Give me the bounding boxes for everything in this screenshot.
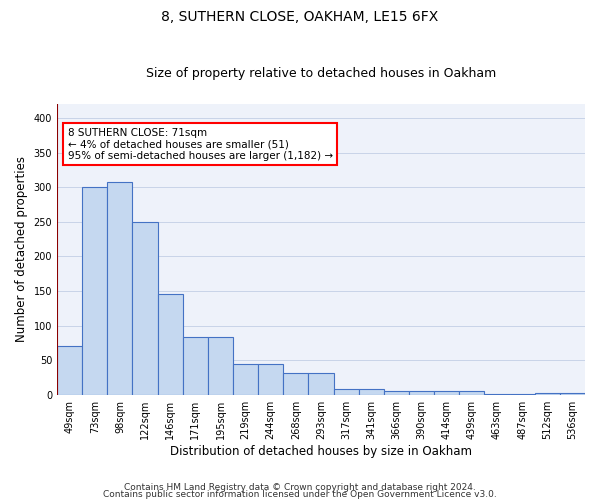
Bar — [334, 389, 359, 394]
Bar — [133, 222, 158, 394]
Text: Contains public sector information licensed under the Open Government Licence v3: Contains public sector information licen… — [103, 490, 497, 499]
Bar — [384, 392, 409, 394]
Bar — [283, 372, 308, 394]
Text: 8 SUTHERN CLOSE: 71sqm
← 4% of detached houses are smaller (51)
95% of semi-deta: 8 SUTHERN CLOSE: 71sqm ← 4% of detached … — [68, 128, 333, 160]
Bar — [258, 364, 283, 394]
Bar — [434, 392, 459, 394]
Bar — [158, 294, 183, 394]
Bar — [208, 338, 233, 394]
Text: 8, SUTHERN CLOSE, OAKHAM, LE15 6FX: 8, SUTHERN CLOSE, OAKHAM, LE15 6FX — [161, 10, 439, 24]
Bar — [459, 392, 484, 394]
Bar — [183, 338, 208, 394]
Bar — [82, 188, 107, 394]
Bar — [560, 392, 585, 394]
Bar — [359, 389, 384, 394]
Y-axis label: Number of detached properties: Number of detached properties — [15, 156, 28, 342]
Bar — [57, 346, 82, 395]
Bar — [233, 364, 258, 394]
Bar — [308, 372, 334, 394]
Text: Contains HM Land Registry data © Crown copyright and database right 2024.: Contains HM Land Registry data © Crown c… — [124, 484, 476, 492]
Title: Size of property relative to detached houses in Oakham: Size of property relative to detached ho… — [146, 66, 496, 80]
Bar — [535, 392, 560, 394]
Bar — [409, 392, 434, 394]
X-axis label: Distribution of detached houses by size in Oakham: Distribution of detached houses by size … — [170, 444, 472, 458]
Bar — [107, 182, 133, 394]
